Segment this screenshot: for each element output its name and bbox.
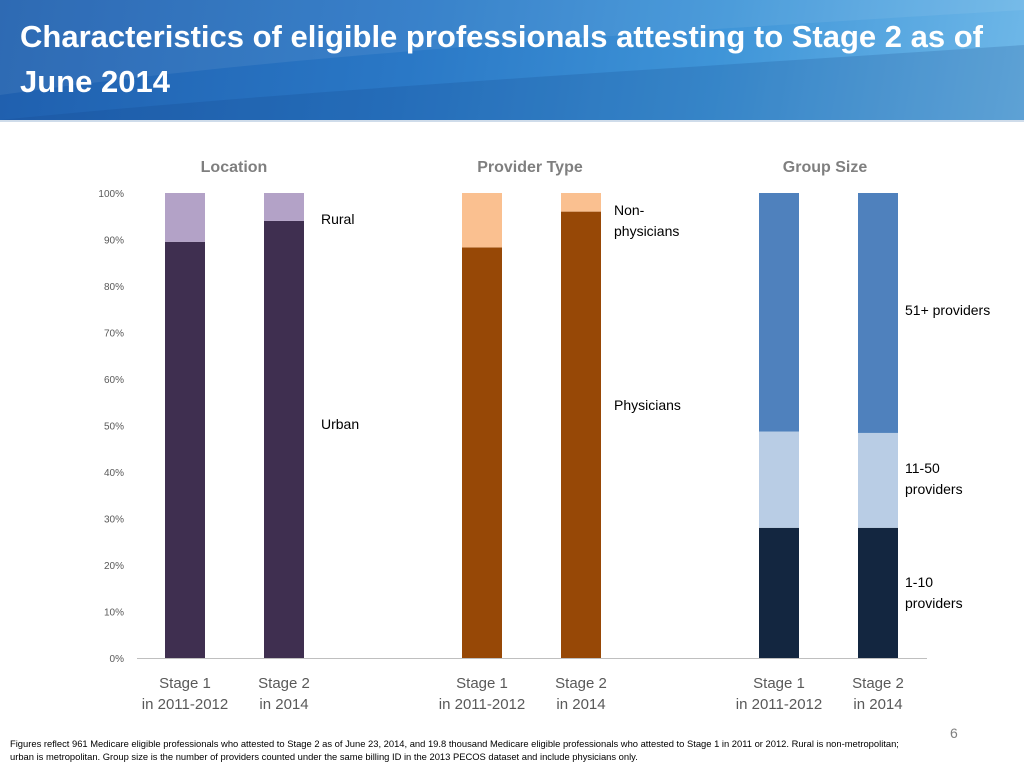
y-tick-label: 70% (104, 329, 124, 340)
x-category-label: in 2011-2012 (736, 696, 822, 713)
series-label-11-50-providers: 11-50 providers (905, 460, 963, 497)
y-tick-label: 80% (104, 282, 124, 293)
bar-segment-urban (165, 241, 205, 658)
series-label-1-10-providers: 1-10 providers (905, 574, 963, 611)
series-label-51-plus-providers: 51+ providers (905, 302, 991, 318)
y-tick-label: 60% (104, 375, 124, 386)
y-tick-label: 90% (104, 236, 124, 247)
x-category-label: in 2014 (259, 696, 308, 713)
bar-segment-rural (264, 193, 304, 221)
series-label-physicians: Physicians (614, 397, 681, 413)
y-tick-label: 100% (98, 189, 124, 200)
x-category-label: in 2011-2012 (142, 696, 228, 713)
bar-segment-non--physicians (462, 193, 502, 248)
x-category-label: in 2014 (556, 696, 605, 713)
bar-segment-non--physicians (561, 193, 601, 212)
x-category-label: Stage 1 (456, 675, 508, 692)
panel-title-group-size: Group Size (782, 159, 868, 176)
banner-wave-decoration (0, 0, 1024, 120)
series-label-rural: Rural (321, 211, 355, 227)
series-label-urban: Urban (321, 416, 360, 432)
x-category-label: Stage 2 (258, 675, 310, 692)
bar-segment-rural (165, 193, 205, 242)
footnote: Figures reflect 961 Medicare eligible pr… (10, 738, 899, 762)
bar-segment-1-10-providers (858, 527, 898, 658)
y-tick-label: 20% (104, 561, 124, 572)
panel-title-location: Location (200, 159, 268, 176)
bar-segment-11-50-providers (858, 432, 898, 528)
page-number: 6 (950, 725, 958, 741)
panel-title-provider-type: Provider Type (477, 159, 583, 176)
slide-title: Characteristics of eligible professional… (20, 19, 983, 99)
x-category-label: Stage 1 (159, 675, 211, 692)
y-tick-label: 40% (104, 468, 124, 479)
y-tick-label: 0% (110, 654, 125, 665)
bar-segment-51+-providers (759, 193, 799, 432)
bar-segment-11-50-providers (759, 431, 799, 528)
bar-segment-physicians (462, 247, 502, 658)
x-category-label: in 2014 (853, 696, 902, 713)
header-divider (0, 120, 1024, 122)
x-category-label: Stage 1 (753, 675, 805, 692)
x-category-label: Stage 2 (555, 675, 607, 692)
y-tick-label: 50% (104, 422, 124, 433)
y-tick-label: 10% (104, 608, 124, 619)
bar-segment-51+-providers (858, 193, 898, 433)
series-label-non-physicians: Non- physicians (614, 202, 680, 239)
x-category-label: Stage 2 (852, 675, 904, 692)
x-category-label: in 2011-2012 (439, 696, 525, 713)
y-tick-label: 30% (104, 515, 124, 526)
bar-segment-urban (264, 220, 304, 658)
title-banner: Characteristics of eligible professional… (0, 0, 1024, 120)
bar-segment-1-10-providers (759, 527, 799, 658)
bar-segment-physicians (561, 211, 601, 658)
